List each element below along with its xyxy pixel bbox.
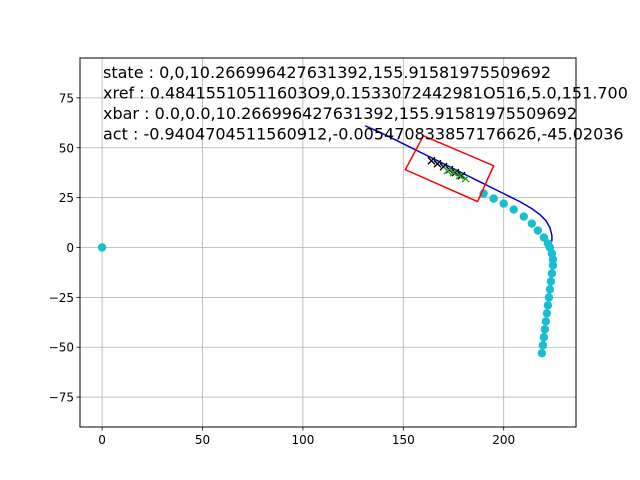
annotation-line: act : -0.9404704511560912,-0.00547083385… — [103, 125, 624, 144]
trajectory-point — [519, 212, 528, 221]
trajectory-line — [364, 125, 553, 242]
y-tick-label: 75 — [59, 91, 74, 105]
trajectory-point — [533, 226, 543, 235]
prediction-x-marker — [443, 166, 452, 175]
trajectory-point — [540, 325, 550, 334]
trajectory-point — [527, 219, 537, 228]
axes-frame — [79, 57, 577, 428]
trajectory-point — [542, 309, 552, 318]
x-tick-label: 50 — [195, 433, 210, 447]
vehicle-box — [404, 134, 495, 203]
trajectory-point — [543, 301, 553, 310]
y-tick-label: 25 — [59, 191, 74, 205]
prediction-x-marker — [433, 159, 442, 168]
trajectory-point — [545, 285, 555, 294]
trajectory-point — [97, 243, 107, 252]
annotation-line: state : 0,0,10.266996427631392,155.91581… — [103, 63, 551, 82]
x-tick-label: 100 — [291, 433, 314, 447]
trajectory-point — [544, 293, 554, 302]
annotation-line: xref : 0.48415510511603O9,0.153307244298… — [103, 84, 628, 103]
y-tick-label: 50 — [59, 141, 74, 155]
x-tick-label: 200 — [492, 433, 515, 447]
trajectory-point — [509, 205, 518, 214]
axis-ticks: 0 50 100 150 200 −75 −50 −25 0 25 50 75 — [49, 91, 515, 447]
y-tick-label: 0 — [66, 241, 74, 255]
annotations: state : 0,0,10.266996427631392,155.91581… — [103, 63, 628, 144]
prediction-x-marker — [461, 174, 470, 183]
y-tick-label: −50 — [49, 341, 74, 355]
y-tick-label: −75 — [49, 391, 74, 405]
prediction-x-marker — [445, 165, 454, 174]
trajectory-point — [489, 194, 498, 203]
y-tick-label: −25 — [49, 291, 74, 305]
trajectory-point — [547, 269, 557, 278]
x-tick-label: 0 — [98, 433, 106, 447]
trajectory-point — [541, 317, 551, 326]
trajectory-point — [539, 333, 549, 342]
series-group — [97, 125, 558, 358]
trajectory-point — [548, 255, 558, 264]
prediction-x-marker — [449, 168, 458, 177]
prediction-x-marker — [427, 156, 436, 165]
trajectory-point — [499, 199, 508, 208]
trajectory-point — [539, 233, 549, 242]
prediction-x-marker — [457, 171, 466, 180]
prediction-x-marker — [455, 171, 464, 180]
annotation-line: xbar : 0.0,0.0,10.266996427631392,155.91… — [103, 104, 577, 123]
trajectory-point — [546, 277, 556, 286]
trajectory-point — [548, 261, 558, 270]
prediction-x-marker — [451, 168, 460, 177]
trajectory-point — [537, 349, 547, 358]
plot-area — [97, 125, 558, 358]
trajectory-point — [538, 341, 548, 350]
x-tick-label: 150 — [392, 433, 415, 447]
